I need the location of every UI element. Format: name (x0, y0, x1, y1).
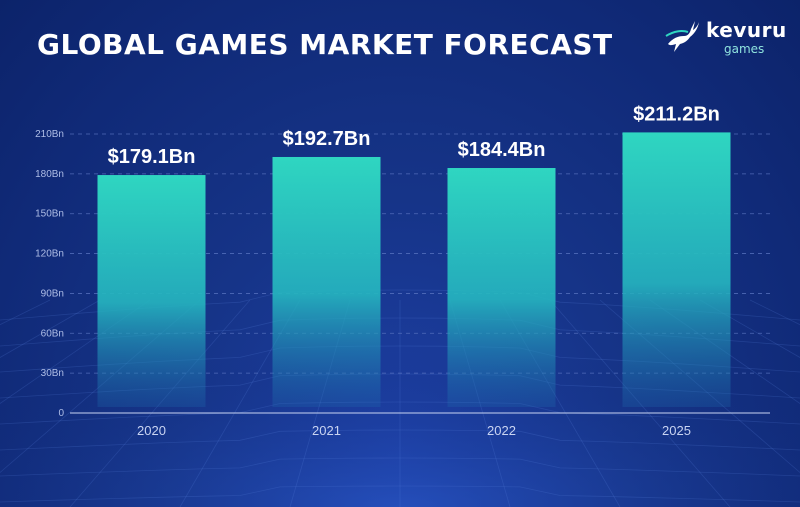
x-tick-label: 2021 (312, 423, 341, 438)
logo-subtitle: games (724, 42, 765, 56)
y-tick-label: 150Bn (35, 209, 64, 220)
bar-2025 (622, 132, 731, 408)
y-tick-label: 30Bn (41, 368, 64, 379)
data-label: $184.4Bn (458, 139, 546, 161)
kevuru-logo: kevuru games (664, 14, 787, 62)
bar-2020 (97, 175, 206, 407)
terrain-line (0, 485, 800, 503)
leaping-antelope-icon (665, 21, 699, 52)
terrain-line (0, 401, 800, 425)
data-label: $211.2Bn (633, 103, 720, 125)
data-label: $192.7Bn (283, 128, 371, 150)
page-title: GLOBAL GAMES MARKET FORECAST (37, 28, 613, 61)
bar-2021 (272, 156, 381, 407)
terrain-ray (0, 299, 101, 358)
y-tick-label: 210Bn (35, 129, 64, 140)
y-tick-label: 0 (58, 408, 64, 419)
y-tick-label: 180Bn (35, 169, 64, 180)
terrain-ray (699, 299, 800, 358)
data-labels: $179.1Bn $192.7Bn $184.4Bn $211.2Bn (108, 103, 720, 168)
data-label: $179.1Bn (108, 146, 196, 168)
y-tick-label: 60Bn (41, 328, 64, 339)
x-tick-label: 2020 (137, 423, 166, 438)
y-gridlines (70, 133, 770, 414)
bars (97, 132, 731, 408)
y-tick-label: 90Bn (41, 288, 64, 299)
x-tick-labels: 2020 2021 2022 2025 (137, 423, 691, 438)
y-tick-label: 120Bn (35, 249, 64, 260)
bar-2022 (447, 168, 556, 407)
logo-name: kevuru (706, 18, 787, 42)
terrain-line (0, 457, 800, 477)
y-tick-labels: 0 30Bn 60Bn 90Bn 120Bn 150Bn 180Bn 210Bn (35, 129, 64, 419)
x-tick-label: 2025 (662, 423, 691, 438)
terrain-line (0, 429, 800, 451)
x-tick-label: 2022 (487, 423, 516, 438)
